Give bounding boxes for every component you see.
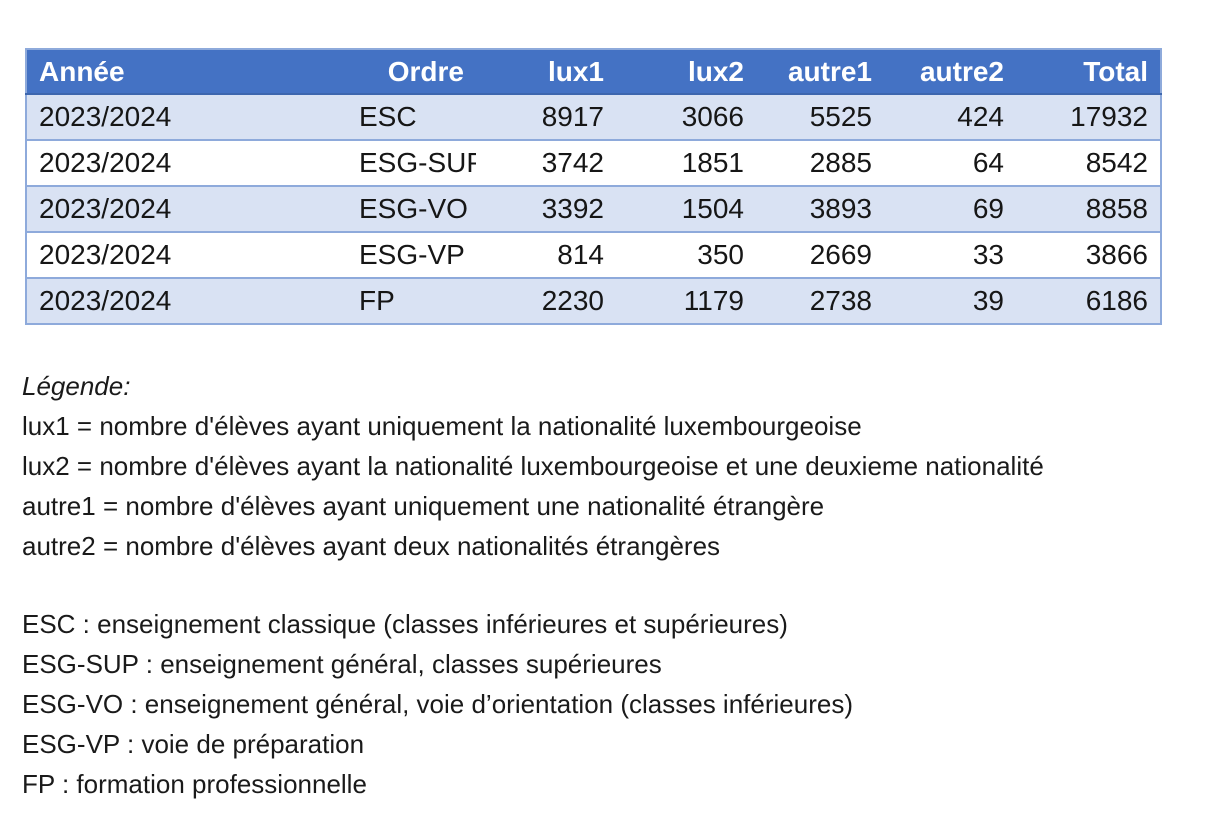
legend-line-esg-vo: ESG-VO : enseignement général, voie d’or… bbox=[22, 689, 853, 719]
table-cell-ordre: ESG-VO bbox=[353, 185, 476, 232]
table-cell-lux2: 350 bbox=[616, 231, 756, 278]
table-cell-lux1: 3392 bbox=[476, 185, 616, 232]
table-cell-autre1: 2669 bbox=[756, 231, 884, 278]
table-cell-autre1: 2885 bbox=[756, 139, 884, 186]
table-cell-total: 8858 bbox=[1016, 185, 1161, 232]
table-row: 2023/2024 ESG-SUP 3742 1851 2885 64 8542 bbox=[26, 139, 1161, 186]
table-cell-lux1: 2230 bbox=[476, 277, 616, 324]
column-header-total: Total bbox=[1016, 49, 1161, 95]
table-cell-autre2: 424 bbox=[884, 94, 1016, 140]
table-cell-total: 6186 bbox=[1016, 277, 1161, 324]
legend-line-lux1: lux1 = nombre d'élèves ayant uniquement … bbox=[22, 411, 862, 441]
table-body: 2023/2024 ESC 8917 3066 5525 424 17932 2… bbox=[26, 94, 1161, 324]
table-cell-lux1: 8917 bbox=[476, 94, 616, 140]
column-header-autre1: autre1 bbox=[756, 49, 884, 95]
legend-line-autre2: autre2 = nombre d'élèves ayant deux nati… bbox=[22, 531, 721, 561]
legend-line-fp: FP : formation professionnelle bbox=[22, 769, 367, 799]
table-cell-lux1: 814 bbox=[476, 231, 616, 278]
table-cell-annee: 2023/2024 bbox=[26, 231, 353, 278]
table-cell-annee: 2023/2024 bbox=[26, 185, 353, 232]
table-cell-lux2: 1851 bbox=[616, 139, 756, 186]
table-cell-total: 3866 bbox=[1016, 231, 1161, 278]
column-header-lux1: lux1 bbox=[476, 49, 616, 95]
legend-spacer bbox=[22, 566, 1044, 604]
table-cell-lux1: 3742 bbox=[476, 139, 616, 186]
column-header-lux2: lux2 bbox=[616, 49, 756, 95]
table-cell-autre2: 33 bbox=[884, 231, 1016, 278]
table-row: 2023/2024 ESG-VO 3392 1504 3893 69 8858 bbox=[26, 185, 1161, 232]
table-cell-annee: 2023/2024 bbox=[26, 94, 353, 140]
column-header-ordre: Ordre bbox=[353, 49, 476, 95]
table-cell-annee: 2023/2024 bbox=[26, 277, 353, 324]
table-cell-autre2: 64 bbox=[884, 139, 1016, 186]
table-cell-lux2: 1179 bbox=[616, 277, 756, 324]
table-cell-total: 8542 bbox=[1016, 139, 1161, 186]
table-cell-autre2: 69 bbox=[884, 185, 1016, 232]
table-cell-total: 17932 bbox=[1016, 94, 1161, 140]
table-header-row: Année Ordre lux1 lux2 autre1 autre2 Tota… bbox=[26, 49, 1161, 95]
table-cell-autre1: 3893 bbox=[756, 185, 884, 232]
legend-line-esg-sup: ESG-SUP : enseignement général, classes … bbox=[22, 649, 662, 679]
legend-block: Légende: lux1 = nombre d'élèves ayant un… bbox=[22, 366, 1044, 804]
table-cell-autre1: 2738 bbox=[756, 277, 884, 324]
students-nationality-table: Année Ordre lux1 lux2 autre1 autre2 Tota… bbox=[25, 48, 1162, 325]
legend-line-esg-vp: ESG-VP : voie de préparation bbox=[22, 729, 365, 759]
table-cell-lux2: 1504 bbox=[616, 185, 756, 232]
table-cell-ordre: ESG-VP bbox=[353, 231, 476, 278]
table-cell-lux2: 3066 bbox=[616, 94, 756, 140]
table-cell-autre1: 5525 bbox=[756, 94, 884, 140]
legend-line-lux2: lux2 = nombre d'élèves ayant la national… bbox=[22, 451, 1044, 481]
legend-line-esc: ESC : enseignement classique (classes in… bbox=[22, 609, 788, 639]
legend-line-autre1: autre1 = nombre d'élèves ayant uniquemen… bbox=[22, 491, 825, 521]
column-header-annee: Année bbox=[26, 49, 353, 95]
table-row: 2023/2024 ESC 8917 3066 5525 424 17932 bbox=[26, 94, 1161, 140]
column-header-autre2: autre2 bbox=[884, 49, 1016, 95]
table-cell-annee: 2023/2024 bbox=[26, 139, 353, 186]
table-cell-ordre: FP bbox=[353, 277, 476, 324]
table-cell-ordre: ESC bbox=[353, 94, 476, 140]
table-cell-autre2: 39 bbox=[884, 277, 1016, 324]
table-cell-ordre: ESG-SUP bbox=[353, 139, 476, 186]
legend-title: Légende: bbox=[22, 371, 131, 401]
table-row: 2023/2024 ESG-VP 814 350 2669 33 3866 bbox=[26, 231, 1161, 278]
table-row: 2023/2024 FP 2230 1179 2738 39 6186 bbox=[26, 277, 1161, 324]
